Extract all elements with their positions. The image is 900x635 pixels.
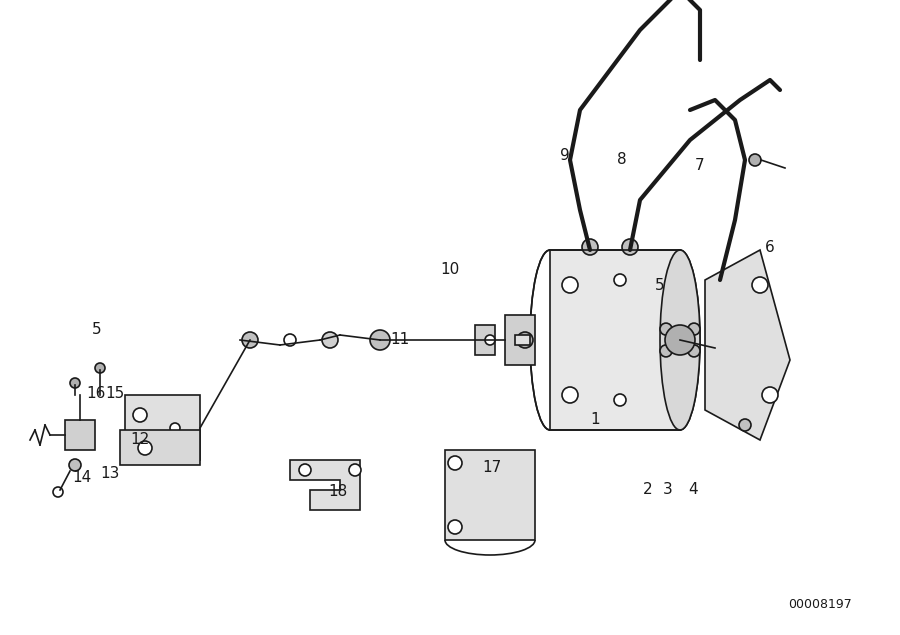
Polygon shape (65, 420, 95, 450)
Polygon shape (705, 250, 790, 440)
Circle shape (485, 335, 495, 345)
Bar (515, 335, 530, 345)
Text: 3: 3 (663, 483, 673, 497)
Text: 1: 1 (590, 413, 599, 427)
Circle shape (95, 363, 105, 373)
Circle shape (284, 334, 296, 346)
Text: 5: 5 (655, 277, 665, 293)
Circle shape (562, 387, 578, 403)
Circle shape (69, 459, 81, 471)
Circle shape (749, 154, 761, 166)
Bar (475, 325, 495, 355)
Circle shape (242, 332, 258, 348)
Text: 17: 17 (482, 460, 501, 476)
Text: 6: 6 (765, 241, 775, 255)
Circle shape (614, 274, 626, 286)
Circle shape (739, 419, 751, 431)
Circle shape (688, 323, 700, 335)
Circle shape (688, 345, 700, 357)
Circle shape (53, 487, 63, 497)
Circle shape (448, 520, 462, 534)
Text: 12: 12 (130, 432, 149, 448)
Circle shape (710, 343, 720, 353)
Text: 5: 5 (92, 323, 102, 337)
Text: 11: 11 (391, 333, 410, 347)
Circle shape (562, 277, 578, 293)
Circle shape (762, 387, 778, 403)
Text: 13: 13 (100, 465, 120, 481)
Polygon shape (120, 430, 200, 465)
Circle shape (349, 464, 361, 476)
Circle shape (660, 323, 672, 335)
Circle shape (582, 239, 598, 255)
Polygon shape (290, 460, 360, 510)
Polygon shape (125, 395, 200, 460)
Circle shape (133, 408, 147, 422)
Text: 15: 15 (105, 385, 124, 401)
Bar (505, 315, 535, 365)
Text: 2: 2 (644, 483, 652, 497)
Circle shape (665, 325, 695, 355)
Circle shape (133, 438, 147, 452)
Circle shape (299, 464, 311, 476)
Text: 00008197: 00008197 (788, 599, 852, 612)
Circle shape (322, 332, 338, 348)
Text: 7: 7 (695, 157, 705, 173)
Circle shape (622, 239, 638, 255)
Text: 18: 18 (328, 485, 347, 500)
Circle shape (614, 394, 626, 406)
FancyBboxPatch shape (550, 250, 680, 430)
Circle shape (517, 332, 533, 348)
Circle shape (752, 277, 768, 293)
Circle shape (370, 330, 390, 350)
Circle shape (70, 378, 80, 388)
Circle shape (138, 441, 152, 455)
Ellipse shape (660, 250, 700, 430)
Text: 14: 14 (72, 469, 92, 485)
Text: 4: 4 (688, 483, 698, 497)
Circle shape (660, 345, 672, 357)
Circle shape (170, 423, 180, 433)
Text: 8: 8 (617, 152, 626, 168)
Text: 10: 10 (440, 262, 460, 277)
Circle shape (448, 456, 462, 470)
Text: 16: 16 (86, 385, 105, 401)
Polygon shape (445, 450, 535, 540)
Ellipse shape (660, 250, 700, 430)
Text: 9: 9 (560, 147, 570, 163)
